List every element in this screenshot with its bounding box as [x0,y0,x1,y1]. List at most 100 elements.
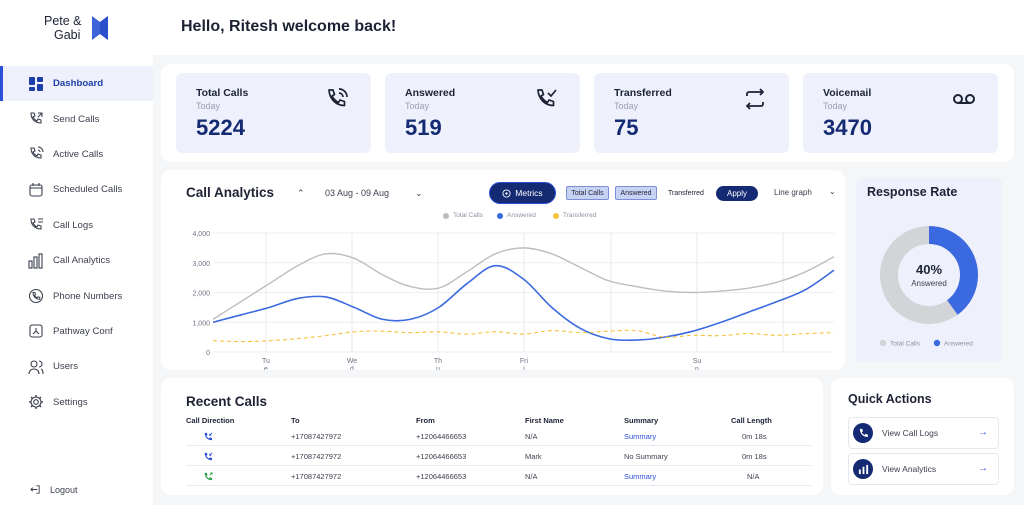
target-icon [502,188,511,198]
sidebar-item-label: Scheduled Calls [53,184,123,196]
legend-label: Answered [507,212,536,219]
stat-value: 75 [614,115,639,140]
sidebar-item-call-analytics[interactable]: Call Analytics [0,243,153,278]
summary-link[interactable]: Summary [624,432,657,441]
col-header-length: Call Length [731,416,772,425]
logo-line2: Gabi [54,28,81,42]
x-tick-label: Su [693,358,702,365]
logout-button[interactable]: Logout [30,484,78,495]
response-rate-panel: Response Rate 40% Answered Total Calls Answ… [856,178,1002,362]
phone-log-icon [30,218,43,230]
transfer-arrows-icon [746,88,764,110]
stat-title: Voicemail [823,87,872,99]
cell-length: 0m 18s [742,432,767,441]
stat-card-answered[interactable]: Answered Today 519 [385,73,580,153]
legend-answered: Answered [497,212,536,219]
table-row[interactable]: +17087427972 +12064466653 N/A Summary N/… [186,466,811,486]
phone-active-icon [30,146,44,160]
analytics-bars-icon [853,459,873,479]
table-row[interactable]: +17087427972 +12064466653 Mark No Summar… [186,446,811,466]
legend-label: Total Calls [453,212,483,219]
phone-outgoing-icon [30,112,43,124]
cell-to: +17087427972 [291,472,342,481]
cell-to: +17087427972 [291,432,342,441]
recent-calls-title: Recent Calls [186,394,268,409]
x-tick-label: n [695,366,699,370]
phone-circle-icon [853,423,873,443]
sidebar-item-users[interactable]: Users [0,349,153,384]
cell-from: +12064466653 [416,472,467,481]
sidebar-item-label: Settings [53,396,88,408]
sidebar-item-send-calls[interactable]: Send Calls [0,101,153,136]
sidebar-item-label: Pathway Conf [53,325,113,337]
legend-transferred: Transferred [553,212,596,219]
table-header-row: Call Direction To From First Name Summar… [186,412,811,426]
metrics-button[interactable]: Metrics [489,182,556,204]
chevron-up-icon[interactable]: ⌃ [297,188,305,198]
sidebar-item-call-logs[interactable]: Call Logs [0,208,153,243]
legend-label: Answered [944,341,973,348]
sidebar-item-dashboard[interactable]: Dashboard [0,66,153,102]
summary-link[interactable]: Summary [624,472,657,481]
table-row[interactable]: +17087427972 +12064466653 N/A Summary 0m… [186,426,811,446]
view-call-logs-button[interactable]: View Call Logs → [848,417,999,449]
quick-actions-panel: Quick Actions View Call Logs → View Anal… [831,378,1014,495]
view-analytics-button[interactable]: View Analytics → [848,453,999,485]
greeting: Hello, Ritesh welcome back! [181,18,397,35]
sidebar-item-label: Users [53,361,79,373]
gear-icon [29,395,43,410]
x-tick-label: d [350,366,354,370]
quick-actions-title: Quick Actions [848,392,932,406]
x-tick-label: We [347,358,357,365]
sidebar-item-label: Send Calls [53,113,100,125]
filter-answered[interactable]: Answered [615,186,657,200]
logout-icon [30,485,40,494]
sidebar-item-settings[interactable]: Settings [0,385,153,420]
y-tick-label: 0 [206,350,210,357]
x-tick-label: u [436,366,440,370]
legend-label: Transferred [563,212,597,219]
stat-card-voicemail[interactable]: Voicemail Today 3470 [803,73,998,153]
arrow-right-icon: → [978,463,988,474]
col-header-direction: Call Direction [186,416,235,425]
y-tick-label: 1,000 [192,320,210,327]
legend-dot [933,339,941,347]
call-analytics-panel: Call Analytics ⌃ 03 Aug - 09 Aug ⌄ Metri… [161,170,845,370]
sidebar-item-pathway-conf[interactable]: Pathway Conf [0,314,153,349]
cell-from: +12064466653 [416,432,467,441]
calendar-icon [29,182,43,197]
cell-first-name: Mark [525,452,542,461]
stat-subtitle: Today [614,101,639,111]
response-rate-title: Response Rate [867,185,958,199]
chevron-down-icon[interactable]: ⌄ [415,188,423,198]
sidebar-item-label: Active Calls [53,148,104,160]
donut-label: Answered [911,279,947,288]
recent-calls-table: Call Direction To From First Name Summar… [186,412,811,486]
stat-card-total-calls[interactable]: Total Calls Today 5224 [176,73,371,153]
sidebar-item-active-calls[interactable]: Active Calls [0,137,153,172]
apply-button[interactable]: Apply [716,186,758,201]
chevron-down-icon[interactable]: ⌄ [829,187,836,196]
x-tick-label: e [264,366,268,370]
col-header-first-name: First Name [525,416,564,425]
cell-length: N/A [747,472,760,481]
sidebar-item-scheduled-calls[interactable]: Scheduled Calls [0,172,153,207]
col-header-summary: Summary [624,416,659,425]
col-header-to: To [291,416,300,425]
stat-card-transferred[interactable]: Transferred Today 75 [594,73,789,153]
filter-transferred[interactable]: Transferred [668,189,704,197]
series-line-total-calls [212,247,835,320]
date-range-select[interactable]: 03 Aug - 09 Aug [325,188,390,198]
stat-subtitle: Today [405,101,430,111]
phone-check-icon [537,89,557,107]
y-tick-label: 2,000 [192,291,210,298]
chart-type-select[interactable]: Line graph [774,188,812,197]
logo[interactable]: Pete & Gabi [44,14,108,42]
stat-title: Answered [405,87,456,99]
cell-length: 0m 18s [742,452,767,461]
filter-total-calls[interactable]: Total Calls [566,186,609,200]
sidebar-item-phone-numbers[interactable]: Phone Numbers [0,278,153,313]
voicemail-icon [953,94,975,104]
phone-outgoing-icon [204,472,213,481]
